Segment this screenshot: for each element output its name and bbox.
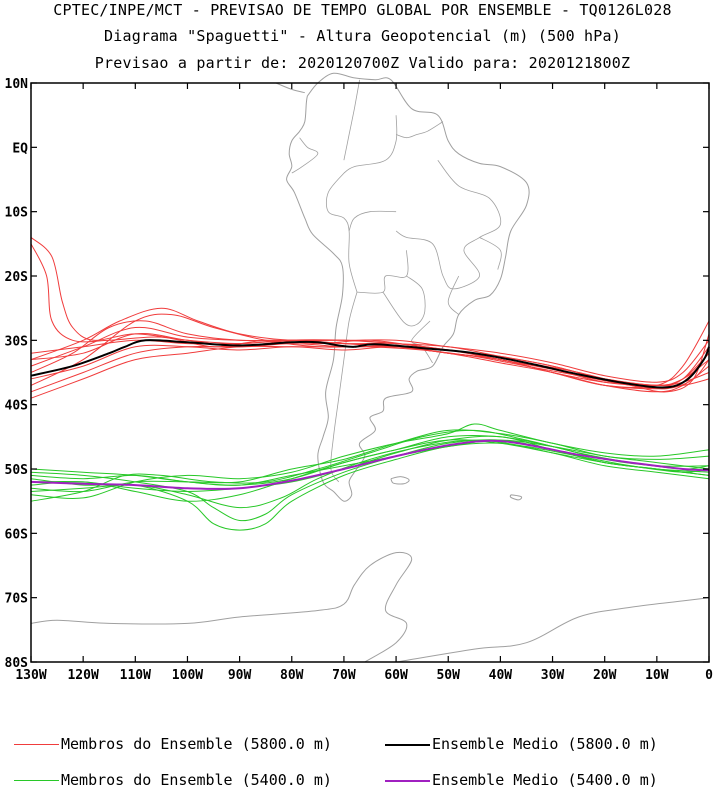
border-1 xyxy=(343,115,398,174)
lat-tick-label: 60S xyxy=(5,527,29,542)
lat-tick-label: 70S xyxy=(5,592,29,607)
legend-swatch-mean-5800 xyxy=(385,743,430,746)
legend-label-mean-5400: Ensemble Medio (5400.0 m) xyxy=(432,771,658,789)
legend-swatch-mean-5400 xyxy=(385,779,430,782)
members5400-line-4 xyxy=(30,442,710,531)
lat-tick-label: 30S xyxy=(5,334,29,349)
title-line-3: Previsao a partir de: 2020120700Z Valido… xyxy=(94,54,631,72)
coastline-3 xyxy=(396,597,710,663)
coastline-2 xyxy=(30,551,413,663)
lon-tick-label: 100W xyxy=(172,668,203,683)
members5400-line-9 xyxy=(30,439,710,509)
border-7 xyxy=(330,291,358,483)
lat-tick-label: 80S xyxy=(5,656,29,671)
map-frame xyxy=(30,82,710,663)
coastline-layer xyxy=(30,72,710,663)
border-8 xyxy=(395,121,444,139)
legend-label-mean-5800: Ensemble Medio (5800.0 m) xyxy=(432,735,658,753)
lat-tick-label: 10N xyxy=(5,77,29,92)
lat-tick-label: 10S xyxy=(5,206,29,221)
border-10 xyxy=(395,159,502,290)
legend-mean-5800: Ensemble Medio (5800.0 m) xyxy=(385,735,658,753)
border-11 xyxy=(479,237,502,270)
members5800-line-5 xyxy=(30,237,710,388)
lat-tick-label: 50S xyxy=(5,463,29,478)
members-5400-layer xyxy=(30,423,710,531)
border-2 xyxy=(325,172,358,293)
lon-tick-label: 50W xyxy=(436,668,460,683)
lon-tick-label: 110W xyxy=(120,668,151,683)
lat-tick-label: 20S xyxy=(5,270,29,285)
mean-lines-layer xyxy=(30,339,710,491)
title-line-1: CPTEC/INPE/MCT - PREVISAO DE TEMPO GLOBA… xyxy=(53,1,672,19)
members5400-line-2 xyxy=(30,429,710,493)
lat-tick-label: 40S xyxy=(5,399,29,414)
lat-tick-label: EQ xyxy=(12,141,28,156)
legend-swatch-members-5400 xyxy=(14,780,59,781)
legend-members-5400: Membros do Ensemble (5400.0 m) xyxy=(14,771,332,789)
lon-tick-label: 130W xyxy=(15,668,46,683)
lon-tick-label: 30W xyxy=(541,668,565,683)
coastline-0 xyxy=(286,72,530,502)
legend-label-members-5400: Membros do Ensemble (5400.0 m) xyxy=(61,771,332,789)
border-3 xyxy=(348,210,397,232)
border-0 xyxy=(343,79,360,161)
members5800-line-2 xyxy=(30,326,710,383)
border-6 xyxy=(411,320,433,364)
lon-tick-label: 70W xyxy=(332,668,356,683)
coastline-5 xyxy=(509,494,523,501)
lon-tick-label: 40W xyxy=(489,668,513,683)
legend-members-5800: Membros do Ensemble (5800.0 m) xyxy=(14,735,332,753)
mean5400-line xyxy=(30,439,710,491)
lon-tick-label: 10W xyxy=(645,668,669,683)
members5800-line-6 xyxy=(30,243,710,393)
lon-tick-label: 120W xyxy=(67,668,98,683)
coastline-1 xyxy=(275,82,305,94)
lon-tick-label: 90W xyxy=(228,668,252,683)
title-line-2: Diagrama "Spaguetti" - Altura Geopotenci… xyxy=(104,27,621,45)
legend-swatch-members-5800 xyxy=(14,744,59,745)
members5400-line-8 xyxy=(30,434,710,486)
border-12 xyxy=(447,275,460,315)
legend-mean-5400: Ensemble Medio (5400.0 m) xyxy=(385,771,658,789)
coastline-4 xyxy=(390,476,410,485)
lon-tick-label: 20W xyxy=(593,668,617,683)
members5400-line-5 xyxy=(30,423,710,499)
border-5 xyxy=(382,275,426,327)
border-4 xyxy=(356,250,409,294)
mean5800-line xyxy=(30,339,710,389)
lon-tick-label: 0 xyxy=(705,668,713,683)
members-5800-layer xyxy=(30,237,710,399)
lon-tick-label: 60W xyxy=(384,668,408,683)
legend-label-members-5800: Membros do Ensemble (5800.0 m) xyxy=(61,735,332,753)
lon-tick-label: 80W xyxy=(280,668,304,683)
border-9 xyxy=(291,137,319,174)
members5800-line-8 xyxy=(30,313,710,390)
